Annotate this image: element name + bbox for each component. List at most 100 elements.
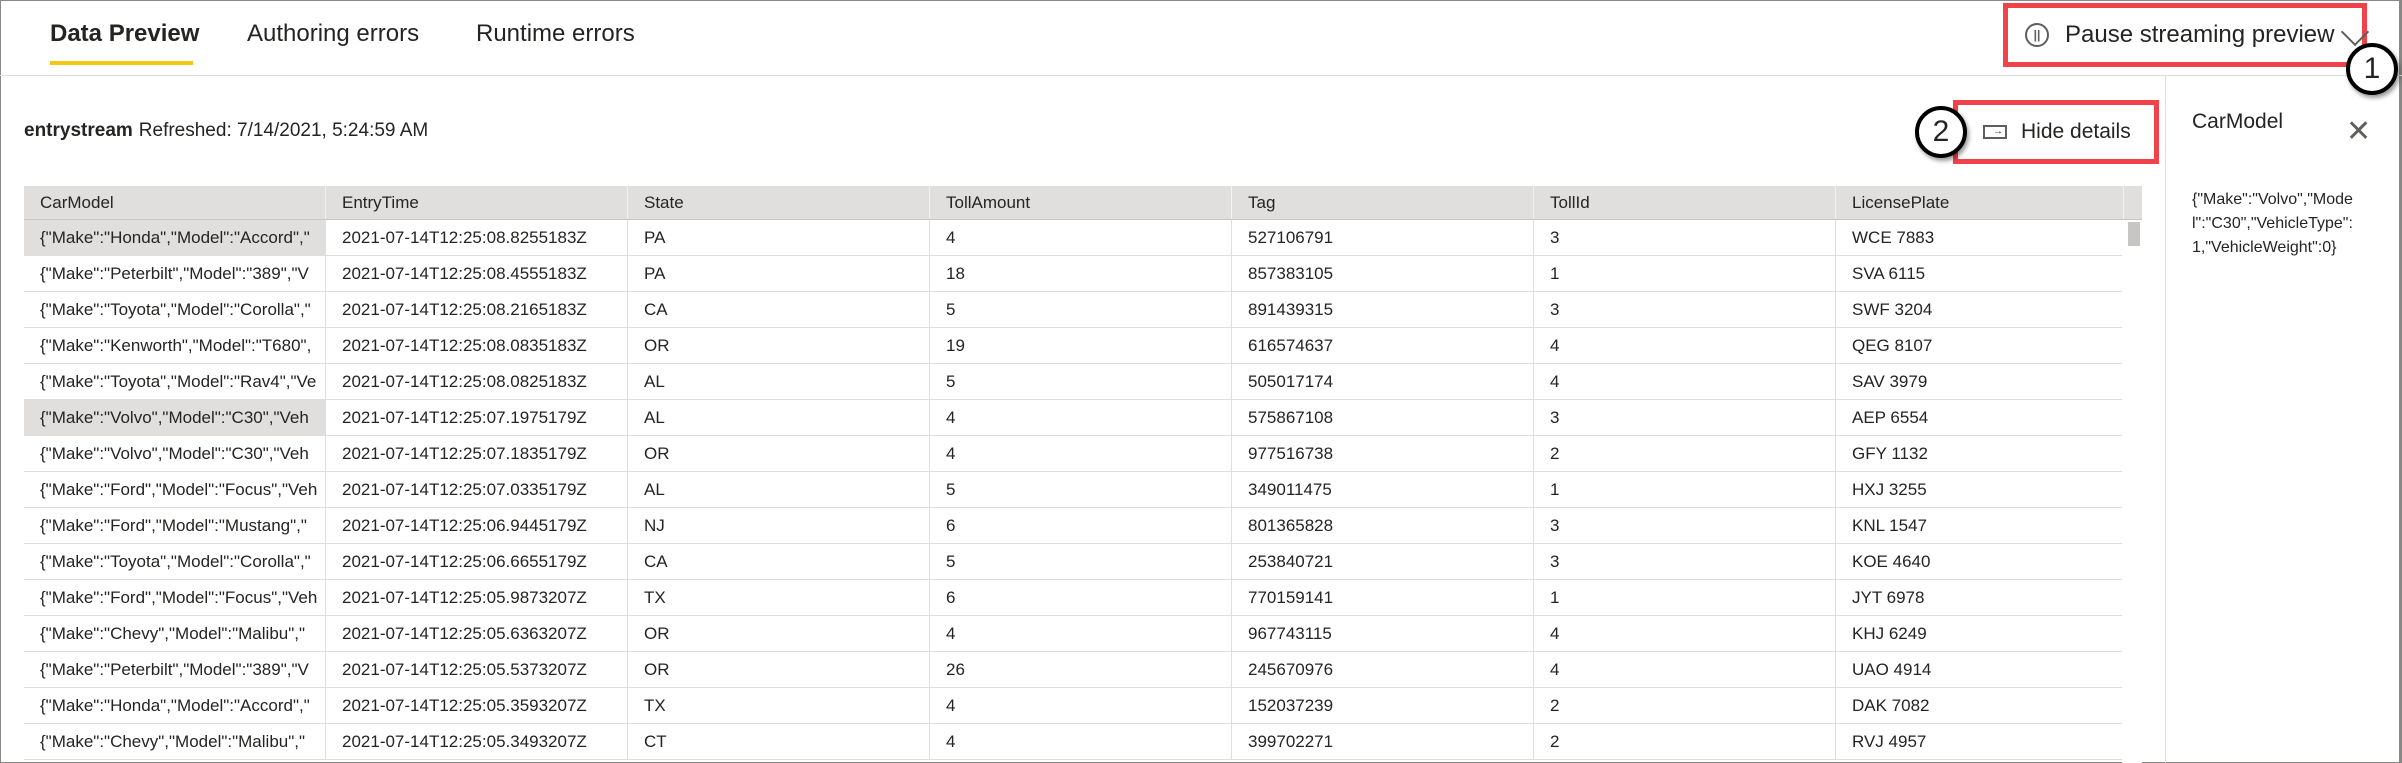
table-cell-entrytime[interactable]: 2021-07-14T12:25:08.2165183Z bbox=[326, 292, 628, 327]
table-cell-tag[interactable]: 891439315 bbox=[1232, 292, 1534, 327]
table-cell-carmodel[interactable]: {"Make":"Kenworth","Model":"T680", bbox=[24, 328, 326, 363]
table-cell-licenseplate[interactable]: AEP 6554 bbox=[1836, 400, 2124, 435]
table-cell-tollamount[interactable]: 26 bbox=[930, 652, 1232, 687]
table-cell-carmodel[interactable]: {"Make":"Honda","Model":"Accord"," bbox=[24, 220, 326, 255]
table-cell-state[interactable]: AL bbox=[628, 400, 930, 435]
table-cell-tollamount[interactable]: 5 bbox=[930, 364, 1232, 399]
table-cell-entrytime[interactable]: 2021-07-14T12:25:05.5373207Z bbox=[326, 652, 628, 687]
table-cell-tollamount[interactable]: 5 bbox=[930, 472, 1232, 507]
tab-authoring-errors[interactable]: Authoring errors bbox=[247, 20, 420, 47]
table-row[interactable]: {"Make":"Peterbilt","Model":"389","V 2021… bbox=[24, 256, 2142, 292]
table-cell-entrytime[interactable]: 2021-07-14T12:25:08.4555183Z bbox=[326, 256, 628, 291]
table-cell-tag[interactable]: 770159141 bbox=[1232, 580, 1534, 615]
table-cell-tollamount[interactable]: 4 bbox=[930, 400, 1232, 435]
table-cell-tag[interactable]: 245670976 bbox=[1232, 652, 1534, 687]
table-cell-tollamount[interactable]: 5 bbox=[930, 292, 1232, 327]
column-header-tollid[interactable]: TollId bbox=[1534, 186, 1836, 219]
table-cell-tollid[interactable]: 3 bbox=[1534, 400, 1836, 435]
table-row[interactable]: {"Make":"Honda","Model":"Accord"," 2021-0… bbox=[24, 220, 2142, 256]
table-cell-tollid[interactable]: 3 bbox=[1534, 508, 1836, 543]
table-cell-carmodel[interactable]: {"Make":"Toyota","Model":"Rav4","Ve bbox=[24, 364, 326, 399]
table-cell-entrytime[interactable]: 2021-07-14T12:25:05.9873207Z bbox=[326, 580, 628, 615]
table-cell-state[interactable]: AL bbox=[628, 472, 930, 507]
table-cell-entrytime[interactable]: 2021-07-14T12:25:07.0335179Z bbox=[326, 472, 628, 507]
table-cell-tollid[interactable]: 4 bbox=[1534, 652, 1836, 687]
table-cell-entrytime[interactable]: 2021-07-14T12:25:08.0835183Z bbox=[326, 328, 628, 363]
table-row[interactable]: {"Make":"Volvo","Model":"C30","Veh 2021-0… bbox=[24, 400, 2142, 436]
table-cell-tag[interactable]: 801365828 bbox=[1232, 508, 1534, 543]
table-cell-tollid[interactable]: 3 bbox=[1534, 220, 1836, 255]
table-row[interactable]: {"Make":"Volvo","Model":"C30","Veh 2021-0… bbox=[24, 436, 2142, 472]
table-row[interactable]: {"Make":"Toyota","Model":"Corolla"," 2021… bbox=[24, 544, 2142, 580]
column-header-state[interactable]: State bbox=[628, 186, 930, 219]
table-cell-carmodel[interactable]: {"Make":"Chevy","Model":"Malibu"," bbox=[24, 616, 326, 651]
table-cell-tollid[interactable]: 3 bbox=[1534, 544, 1836, 579]
table-cell-entrytime[interactable]: 2021-07-14T12:25:08.0825183Z bbox=[326, 364, 628, 399]
table-cell-licenseplate[interactable]: DAK 7082 bbox=[1836, 688, 2124, 723]
table-row[interactable]: {"Make":"Ford","Model":"Mustang"," 2021-0… bbox=[24, 508, 2142, 544]
scrollbar-thumb[interactable] bbox=[2128, 222, 2140, 246]
table-cell-tag[interactable]: 152037239 bbox=[1232, 688, 1534, 723]
table-cell-tollamount[interactable]: 6 bbox=[930, 508, 1232, 543]
column-header-tollamount[interactable]: TollAmount bbox=[930, 186, 1232, 219]
table-cell-tag[interactable]: 857383105 bbox=[1232, 256, 1534, 291]
table-row[interactable]: {"Make":"Chevy","Model":"Malibu"," 2021-0… bbox=[24, 616, 2142, 652]
table-cell-state[interactable]: PA bbox=[628, 220, 930, 255]
table-cell-licenseplate[interactable]: KHJ 6249 bbox=[1836, 616, 2124, 651]
table-cell-licenseplate[interactable]: SAV 3979 bbox=[1836, 364, 2124, 399]
table-cell-licenseplate[interactable]: HXJ 3255 bbox=[1836, 472, 2124, 507]
table-cell-state[interactable]: TX bbox=[628, 688, 930, 723]
table-cell-entrytime[interactable]: 2021-07-14T12:25:07.1835179Z bbox=[326, 436, 628, 471]
table-row[interactable]: {"Make":"Toyota","Model":"Rav4","Ve 2021-… bbox=[24, 364, 2142, 400]
column-header-carmodel[interactable]: CarModel bbox=[24, 186, 326, 219]
table-cell-entrytime[interactable]: 2021-07-14T12:25:07.1975179Z bbox=[326, 400, 628, 435]
table-cell-tollamount[interactable]: 6 bbox=[930, 580, 1232, 615]
table-cell-licenseplate[interactable]: KNL 1547 bbox=[1836, 508, 2124, 543]
table-cell-carmodel[interactable]: {"Make":"Ford","Model":"Focus","Veh bbox=[24, 580, 326, 615]
table-row[interactable]: {"Make":"Kenworth","Model":"T680", 2021-0… bbox=[24, 328, 2142, 364]
table-cell-tag[interactable]: 616574637 bbox=[1232, 328, 1534, 363]
table-row[interactable]: {"Make":"Peterbilt","Model":"389","V 2021… bbox=[24, 652, 2142, 688]
table-cell-licenseplate[interactable]: SWF 3204 bbox=[1836, 292, 2124, 327]
tab-data-preview[interactable]: Data Preview bbox=[50, 20, 200, 47]
table-cell-tollid[interactable]: 4 bbox=[1534, 616, 1836, 651]
table-cell-tollid[interactable]: 2 bbox=[1534, 688, 1836, 723]
table-cell-entrytime[interactable]: 2021-07-14T12:25:08.8255183Z bbox=[326, 220, 628, 255]
table-cell-carmodel[interactable]: {"Make":"Peterbilt","Model":"389","V bbox=[24, 256, 326, 291]
table-row[interactable]: {"Make":"Honda","Model":"Accord"," 2021-0… bbox=[24, 688, 2142, 724]
table-cell-entrytime[interactable]: 2021-07-14T12:25:05.3493207Z bbox=[326, 724, 628, 759]
table-cell-state[interactable]: OR bbox=[628, 436, 930, 471]
table-cell-tollid[interactable]: 4 bbox=[1534, 364, 1836, 399]
table-cell-state[interactable]: CT bbox=[628, 724, 930, 759]
table-cell-licenseplate[interactable]: KOE 4640 bbox=[1836, 544, 2124, 579]
table-cell-carmodel[interactable]: {"Make":"Volvo","Model":"C30","Veh bbox=[24, 436, 326, 471]
table-cell-entrytime[interactable]: 2021-07-14T12:25:05.6363207Z bbox=[326, 616, 628, 651]
table-cell-tollamount[interactable]: 19 bbox=[930, 328, 1232, 363]
tab-runtime-errors[interactable]: Runtime errors bbox=[476, 20, 635, 47]
table-cell-tollamount[interactable]: 4 bbox=[930, 688, 1232, 723]
table-cell-tollid[interactable]: 1 bbox=[1534, 580, 1836, 615]
table-row[interactable]: {"Make":"Ford","Model":"Focus","Veh 2021-… bbox=[24, 472, 2142, 508]
column-header-licenseplate[interactable]: LicensePlate bbox=[1836, 186, 2124, 219]
table-cell-entrytime[interactable]: 2021-07-14T12:25:06.6655179Z bbox=[326, 544, 628, 579]
table-cell-licenseplate[interactable]: GFY 1132 bbox=[1836, 436, 2124, 471]
table-cell-state[interactable]: PA bbox=[628, 256, 930, 291]
table-cell-tag[interactable]: 527106791 bbox=[1232, 220, 1534, 255]
table-cell-tag[interactable]: 977516738 bbox=[1232, 436, 1534, 471]
pause-streaming-preview-button[interactable]: || Pause streaming preview bbox=[2003, 3, 2367, 67]
table-cell-tollamount[interactable]: 4 bbox=[930, 724, 1232, 759]
table-cell-state[interactable]: OR bbox=[628, 328, 930, 363]
table-cell-carmodel[interactable]: {"Make":"Ford","Model":"Mustang"," bbox=[24, 508, 326, 543]
table-cell-tollid[interactable]: 4 bbox=[1534, 328, 1836, 363]
table-cell-carmodel[interactable]: {"Make":"Toyota","Model":"Corolla"," bbox=[24, 292, 326, 327]
table-cell-tollamount[interactable]: 4 bbox=[930, 616, 1232, 651]
table-cell-tollamount[interactable]: 5 bbox=[930, 544, 1232, 579]
hide-details-button[interactable]: → Hide details bbox=[1953, 100, 2159, 164]
table-cell-carmodel[interactable]: {"Make":"Ford","Model":"Focus","Veh bbox=[24, 472, 326, 507]
table-cell-tag[interactable]: 575867108 bbox=[1232, 400, 1534, 435]
table-cell-tag[interactable]: 505017174 bbox=[1232, 364, 1534, 399]
table-cell-licenseplate[interactable]: WCE 7883 bbox=[1836, 220, 2124, 255]
table-cell-state[interactable]: OR bbox=[628, 616, 930, 651]
vertical-scrollbar[interactable] bbox=[2122, 220, 2142, 763]
table-cell-tollamount[interactable]: 4 bbox=[930, 436, 1232, 471]
